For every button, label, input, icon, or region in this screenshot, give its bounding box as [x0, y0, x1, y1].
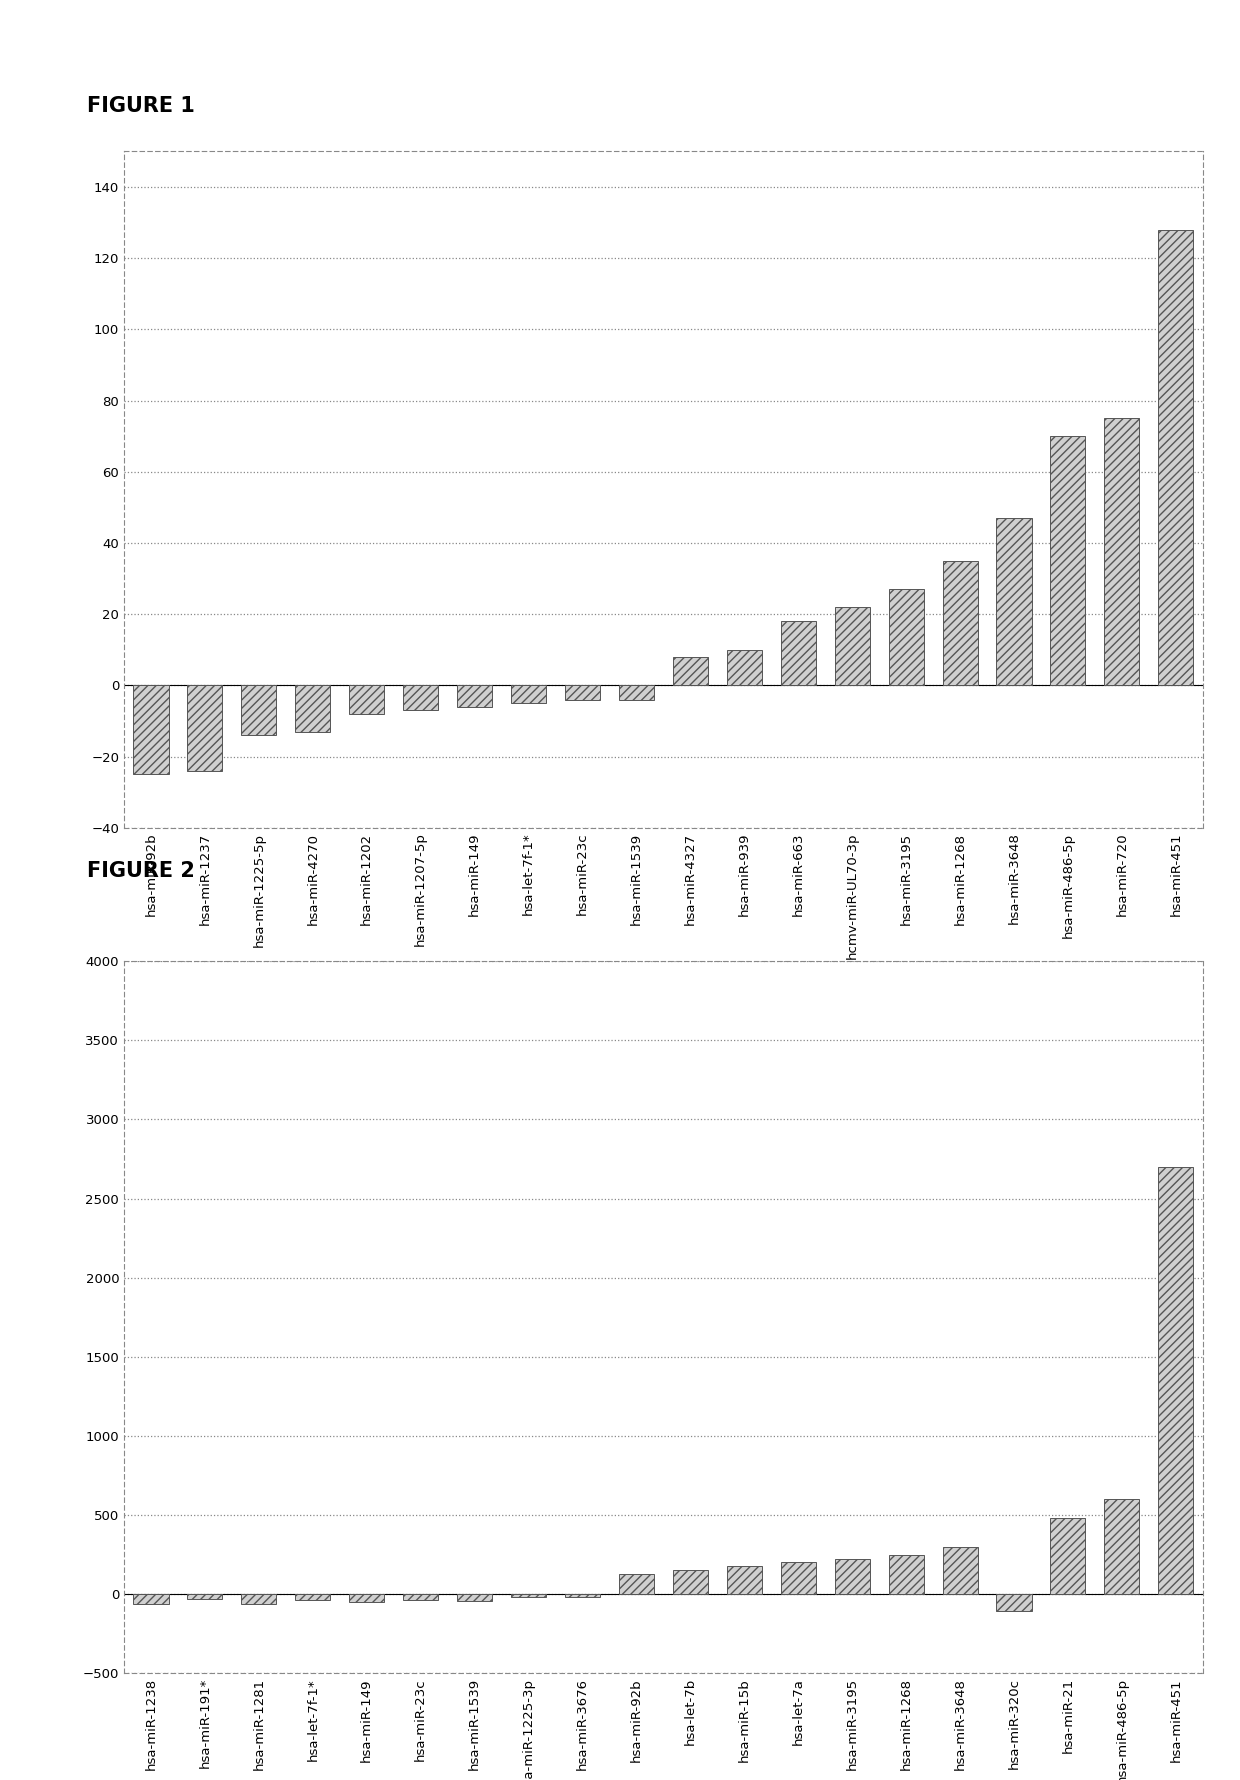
Bar [997, 518, 1032, 685]
Bar [242, 685, 277, 735]
Bar [295, 1595, 330, 1600]
Bar [942, 1547, 977, 1595]
Bar [619, 685, 653, 700]
Bar [673, 1570, 708, 1595]
Bar [403, 685, 438, 710]
Bar [350, 685, 384, 714]
Bar [619, 1574, 653, 1595]
Bar [942, 561, 977, 685]
Bar [889, 589, 924, 685]
Bar [727, 1566, 761, 1595]
Bar [565, 1595, 600, 1597]
Bar [727, 650, 761, 685]
Bar [1105, 418, 1140, 685]
Bar [187, 685, 222, 771]
Bar [187, 1595, 222, 1598]
Bar [1158, 1168, 1193, 1595]
Bar [781, 621, 816, 685]
Bar [134, 685, 169, 774]
Text: FIGURE 1: FIGURE 1 [87, 96, 195, 116]
Bar [350, 1595, 384, 1602]
Bar [242, 1595, 277, 1604]
Bar [511, 685, 546, 703]
Bar [565, 685, 600, 700]
Bar [1158, 230, 1193, 685]
Bar [1050, 1518, 1085, 1595]
Bar [511, 1595, 546, 1597]
Bar [403, 1595, 438, 1600]
Bar [673, 657, 708, 685]
Bar [295, 685, 330, 732]
Text: FIGURE 2: FIGURE 2 [87, 862, 195, 881]
Bar [134, 1595, 169, 1604]
Bar [997, 1595, 1032, 1611]
Bar [835, 607, 869, 685]
Bar [781, 1563, 816, 1595]
Bar [458, 685, 492, 707]
Bar [889, 1554, 924, 1595]
Bar [1105, 1499, 1140, 1595]
Bar [458, 1595, 492, 1602]
Bar [835, 1559, 869, 1595]
Bar [1050, 436, 1085, 685]
